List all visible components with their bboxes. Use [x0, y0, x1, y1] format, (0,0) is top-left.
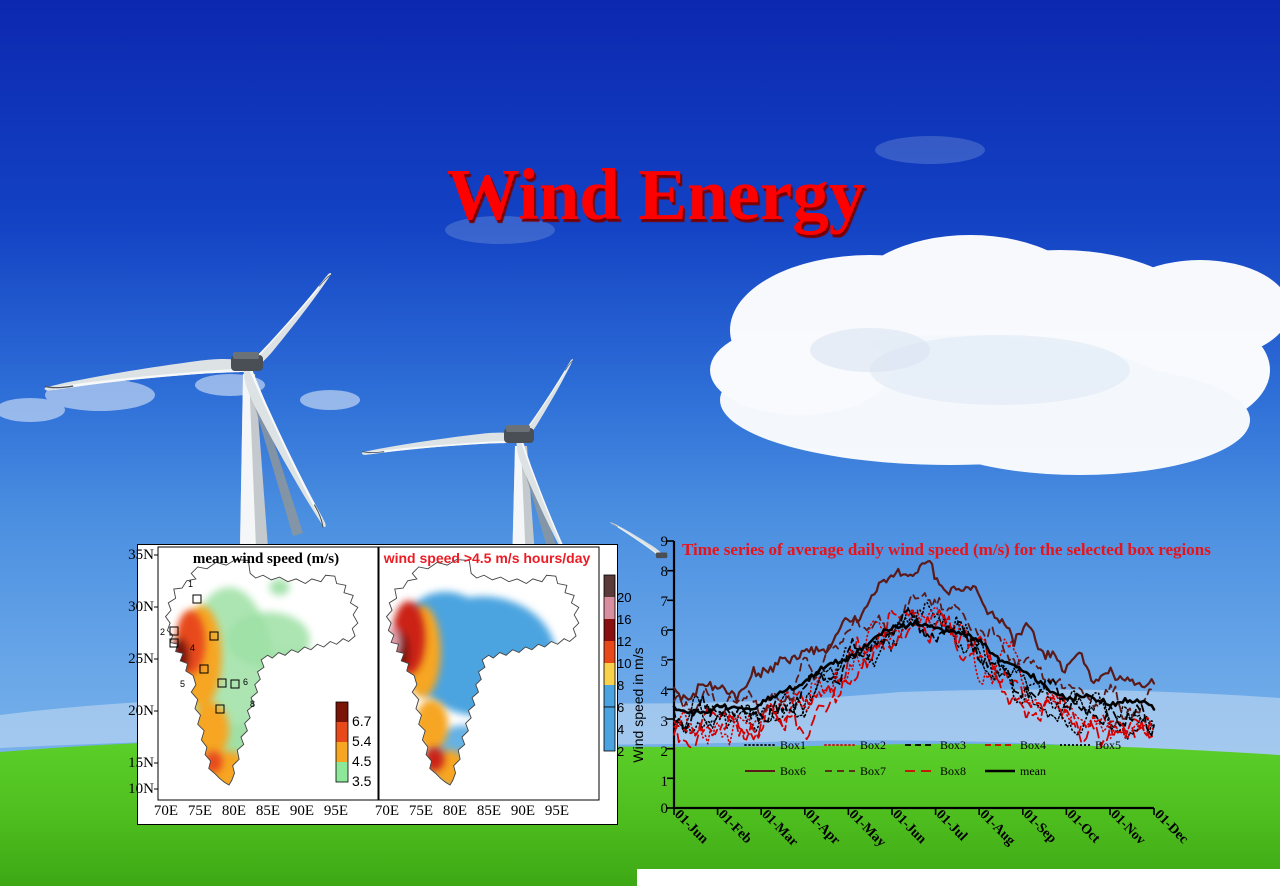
- svg-text:01-Jul: 01-Jul: [933, 807, 970, 844]
- svg-text:30N: 30N: [128, 599, 154, 615]
- svg-text:80E: 80E: [222, 803, 246, 819]
- svg-text:6: 6: [243, 677, 248, 687]
- svg-text:01-Jun: 01-Jun: [889, 807, 929, 847]
- svg-text:01-Mar: 01-Mar: [758, 807, 800, 849]
- svg-text:mean wind speed (m/s): mean wind speed (m/s): [193, 551, 339, 567]
- svg-text:8: 8: [250, 699, 255, 709]
- svg-text:9: 9: [661, 534, 669, 550]
- svg-text:01-Sep: 01-Sep: [1020, 807, 1059, 846]
- svg-text:6: 6: [617, 700, 624, 715]
- svg-text:90E: 90E: [290, 803, 314, 819]
- svg-text:Wind speed in m/s: Wind speed in m/s: [630, 647, 646, 762]
- svg-text:2: 2: [617, 744, 624, 759]
- svg-text:Box1: Box1: [780, 738, 806, 752]
- svg-text:1: 1: [188, 579, 193, 589]
- svg-text:6: 6: [661, 624, 669, 640]
- svg-text:01-Oct: 01-Oct: [1064, 807, 1103, 846]
- svg-text:8: 8: [661, 564, 669, 580]
- svg-text:01-Jun: 01-Jun: [671, 807, 711, 847]
- svg-text:90E: 90E: [511, 803, 535, 819]
- svg-text:Box3: Box3: [940, 738, 966, 752]
- svg-text:25N: 25N: [128, 651, 154, 667]
- svg-text:6.7: 6.7: [352, 713, 372, 729]
- svg-text:80E: 80E: [443, 803, 467, 819]
- svg-text:3: 3: [661, 714, 669, 730]
- svg-text:2: 2: [661, 744, 669, 760]
- svg-text:4: 4: [661, 684, 669, 700]
- svg-text:Box4: Box4: [1020, 738, 1046, 752]
- svg-text:3.5: 3.5: [352, 773, 372, 789]
- svg-text:Box5: Box5: [1095, 738, 1121, 752]
- svg-text:1: 1: [661, 774, 669, 790]
- svg-text:70E: 70E: [154, 803, 178, 819]
- svg-text:5.4: 5.4: [352, 733, 372, 749]
- svg-text:7: 7: [661, 594, 669, 610]
- svg-text:01-Aug: 01-Aug: [976, 807, 1017, 848]
- svg-text:4: 4: [617, 722, 624, 737]
- svg-text:wind speed >4.5 m/s hours/day: wind speed >4.5 m/s hours/day: [383, 550, 591, 566]
- svg-text:12: 12: [617, 634, 631, 649]
- svg-text:20: 20: [617, 590, 631, 605]
- svg-text:Box2: Box2: [860, 738, 886, 752]
- svg-text:75E: 75E: [188, 803, 212, 819]
- svg-text:5: 5: [180, 679, 185, 689]
- svg-text:95E: 95E: [545, 803, 569, 819]
- svg-text:4.5: 4.5: [352, 753, 372, 769]
- svg-text:01-Dec: 01-Dec: [1151, 807, 1191, 847]
- svg-text:mean: mean: [1020, 764, 1046, 778]
- svg-text:4: 4: [190, 643, 195, 653]
- svg-text:20N: 20N: [128, 703, 154, 719]
- svg-text:Time series of average daily: Time series of average daily wind speed …: [682, 540, 1211, 559]
- svg-text:2: 2: [160, 627, 165, 637]
- svg-text:85E: 85E: [477, 803, 501, 819]
- svg-text:01-Nov: 01-Nov: [1107, 807, 1148, 848]
- svg-text:85E: 85E: [256, 803, 280, 819]
- svg-text:5: 5: [661, 654, 669, 670]
- svg-text:Box7: Box7: [860, 764, 886, 778]
- svg-text:70E: 70E: [375, 803, 399, 819]
- svg-text:75E: 75E: [409, 803, 433, 819]
- svg-text:0: 0: [661, 801, 669, 817]
- svg-text:95E: 95E: [324, 803, 348, 819]
- svg-text:15N: 15N: [128, 755, 154, 771]
- svg-text:16: 16: [617, 612, 631, 627]
- svg-text:10N: 10N: [128, 781, 154, 797]
- svg-text:01-Feb: 01-Feb: [715, 807, 755, 847]
- svg-text:01-Apr: 01-Apr: [802, 807, 843, 848]
- svg-text:8: 8: [617, 678, 624, 693]
- svg-text:Box6: Box6: [780, 764, 806, 778]
- svg-text:01-May: 01-May: [846, 807, 889, 850]
- svg-text:Box8: Box8: [940, 764, 966, 778]
- svg-text:35N: 35N: [128, 547, 154, 563]
